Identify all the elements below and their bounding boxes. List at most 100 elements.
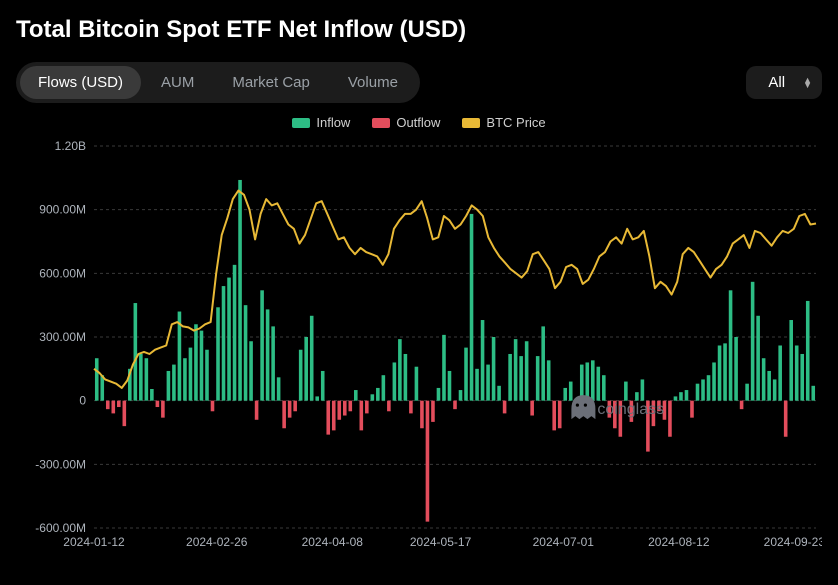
bar-inflow: [536, 356, 540, 401]
bar-inflow: [371, 394, 375, 400]
bar-inflow: [227, 278, 231, 401]
y-axis-label: 900.00M: [39, 203, 86, 217]
bar-inflow: [679, 392, 683, 400]
bar-inflow: [519, 356, 523, 401]
x-axis-label: 2024-01-12: [63, 535, 125, 549]
bar-inflow: [707, 375, 711, 400]
bar-inflow: [718, 345, 722, 400]
bar-outflow: [332, 401, 336, 431]
bar-inflow: [751, 282, 755, 401]
bar-outflow: [282, 401, 286, 429]
bar-outflow: [161, 401, 165, 418]
bar-outflow: [387, 401, 391, 412]
bar-inflow: [475, 369, 479, 401]
tab-aum[interactable]: AUM: [143, 66, 212, 99]
bar-inflow: [800, 354, 804, 401]
bar-inflow: [448, 371, 452, 401]
bar-outflow: [558, 401, 562, 429]
bar-inflow: [674, 396, 678, 400]
chart-legend: Inflow Outflow BTC Price: [16, 115, 822, 130]
y-axis-label: 600.00M: [39, 266, 86, 280]
x-axis-label: 2024-02-26: [186, 535, 248, 549]
bar-inflow: [585, 362, 589, 400]
bar-inflow: [299, 350, 303, 401]
bar-outflow: [431, 401, 435, 422]
bar-inflow: [762, 358, 766, 400]
bar-inflow: [321, 371, 325, 401]
bar-inflow: [602, 375, 606, 400]
bar-inflow: [277, 377, 281, 400]
bar-inflow: [497, 386, 501, 401]
bar-inflow: [244, 305, 248, 401]
bar-outflow: [503, 401, 507, 414]
bar-outflow: [420, 401, 424, 429]
legend-label: Inflow: [316, 115, 350, 130]
bar-outflow: [453, 401, 457, 409]
bar-outflow: [426, 401, 430, 522]
bar-inflow: [393, 362, 397, 400]
bar-inflow: [189, 348, 193, 401]
bar-inflow: [696, 384, 700, 401]
bar-inflow: [811, 386, 815, 401]
bar-outflow: [326, 401, 330, 435]
bar-inflow: [382, 375, 386, 400]
bar-inflow: [310, 316, 314, 401]
bar-outflow: [360, 401, 364, 431]
bar-inflow: [404, 354, 408, 401]
bar-inflow: [729, 290, 733, 400]
x-axis-label: 2024-07-01: [533, 535, 595, 549]
bar-outflow: [668, 401, 672, 437]
y-axis-label: 300.00M: [39, 330, 86, 344]
watermark-icon: [584, 404, 587, 407]
range-dropdown-label: All: [768, 74, 785, 91]
bar-inflow: [712, 362, 716, 400]
metric-tabs: Flows (USD)AUMMarket CapVolume: [16, 62, 420, 103]
bar-outflow: [111, 401, 115, 414]
bar-inflow: [569, 382, 573, 401]
bar-inflow: [723, 343, 727, 400]
y-axis-label: 1.20B: [55, 139, 86, 153]
x-axis-label: 2024-09-23: [764, 535, 822, 549]
legend-item-outflow[interactable]: Outflow: [372, 115, 440, 130]
bar-inflow: [685, 390, 689, 401]
bar-inflow: [486, 365, 490, 401]
x-axis-label: 2024-04-08: [302, 535, 364, 549]
y-axis-label: 0: [79, 394, 86, 408]
bar-inflow: [756, 316, 760, 401]
bar-inflow: [95, 358, 99, 400]
bar-inflow: [591, 360, 595, 400]
chart-container: 1.20B900.00M600.00M300.00M0-300.00M-600.…: [16, 134, 822, 564]
bar-inflow: [205, 350, 209, 401]
tab-flows-usd-[interactable]: Flows (USD): [20, 66, 141, 99]
bar-inflow: [624, 382, 628, 401]
tab-market-cap[interactable]: Market Cap: [214, 66, 328, 99]
bar-inflow: [470, 214, 474, 401]
bar-outflow: [255, 401, 259, 420]
tab-volume[interactable]: Volume: [330, 66, 416, 99]
bar-inflow: [271, 326, 275, 400]
legend-label: BTC Price: [486, 115, 545, 130]
bar-inflow: [525, 341, 529, 400]
legend-item-btc-price[interactable]: BTC Price: [462, 115, 545, 130]
bar-outflow: [740, 401, 744, 409]
bar-inflow: [641, 379, 645, 400]
y-axis-label: -600.00M: [35, 521, 86, 535]
bar-outflow: [211, 401, 215, 412]
bar-outflow: [409, 401, 413, 414]
range-dropdown[interactable]: All ▲▼: [746, 66, 822, 99]
bar-inflow: [701, 379, 705, 400]
bar-inflow: [481, 320, 485, 401]
bar-inflow: [778, 345, 782, 400]
bar-inflow: [563, 388, 567, 401]
legend-item-inflow[interactable]: Inflow: [292, 115, 350, 130]
page-title: Total Bitcoin Spot ETF Net Inflow (USD): [16, 16, 822, 44]
bar-inflow: [442, 335, 446, 401]
legend-swatch: [372, 118, 390, 128]
bar-inflow: [222, 286, 226, 401]
legend-label: Outflow: [396, 115, 440, 130]
bar-inflow: [216, 307, 220, 400]
bar-outflow: [343, 401, 347, 416]
legend-swatch: [292, 118, 310, 128]
x-axis-label: 2024-08-12: [648, 535, 710, 549]
bar-inflow: [200, 331, 204, 401]
